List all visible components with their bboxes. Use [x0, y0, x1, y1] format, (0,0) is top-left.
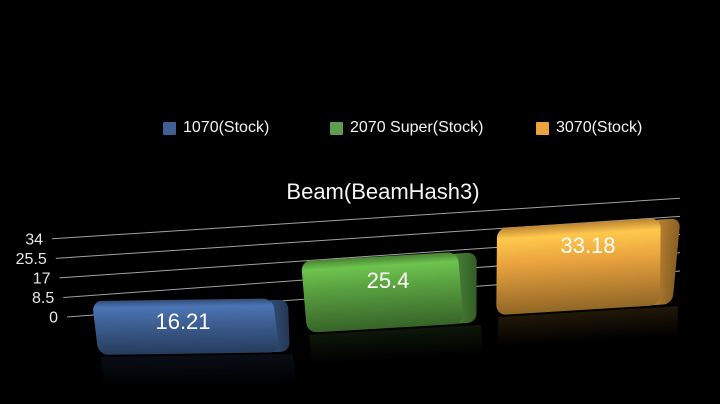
legend-item-3070: 3070(Stock) — [536, 120, 642, 136]
bar-front-face — [93, 298, 279, 355]
bar-value-label-3070-stock: 33.18 — [560, 233, 615, 258]
bar-front-face — [496, 218, 661, 315]
ytick-label-25.5: 25.5 — [16, 251, 47, 268]
legend-item-1070: 1070(Stock) — [163, 120, 269, 136]
legend-label: 1070(Stock) — [183, 119, 270, 136]
bar-2070-super-stock — [301, 252, 484, 365]
ytick-label-34: 34 — [25, 231, 43, 248]
bar-value-label-1070-stock: 16.21 — [155, 309, 210, 334]
ytick-label-17: 17 — [33, 270, 51, 287]
legend-label: 2070 Super(Stock) — [350, 119, 484, 136]
legend-item-2070-super: 2070 Super(Stock) — [330, 120, 483, 136]
bar-reflection — [100, 354, 297, 387]
legend-swatch-green-icon — [330, 121, 343, 135]
legend-label: 3070(Stock) — [556, 119, 643, 136]
legend-swatch-orange-icon — [536, 121, 549, 135]
bar-1070-stock — [93, 298, 297, 387]
gridline-34 — [52, 197, 681, 240]
bar-3070-stock — [496, 218, 680, 348]
bar-front-face — [301, 252, 463, 333]
chart-title: Beam(BeamHash3) — [286, 179, 480, 204]
ytick-label-8.5: 8.5 — [32, 290, 54, 307]
legend-swatch-blue-icon — [163, 121, 176, 135]
bar-reflection — [309, 324, 484, 365]
ytick-label-0: 0 — [49, 310, 58, 327]
bar-value-label-2070-super-stock: 25.4 — [367, 268, 410, 293]
bar-reflection — [497, 306, 678, 348]
